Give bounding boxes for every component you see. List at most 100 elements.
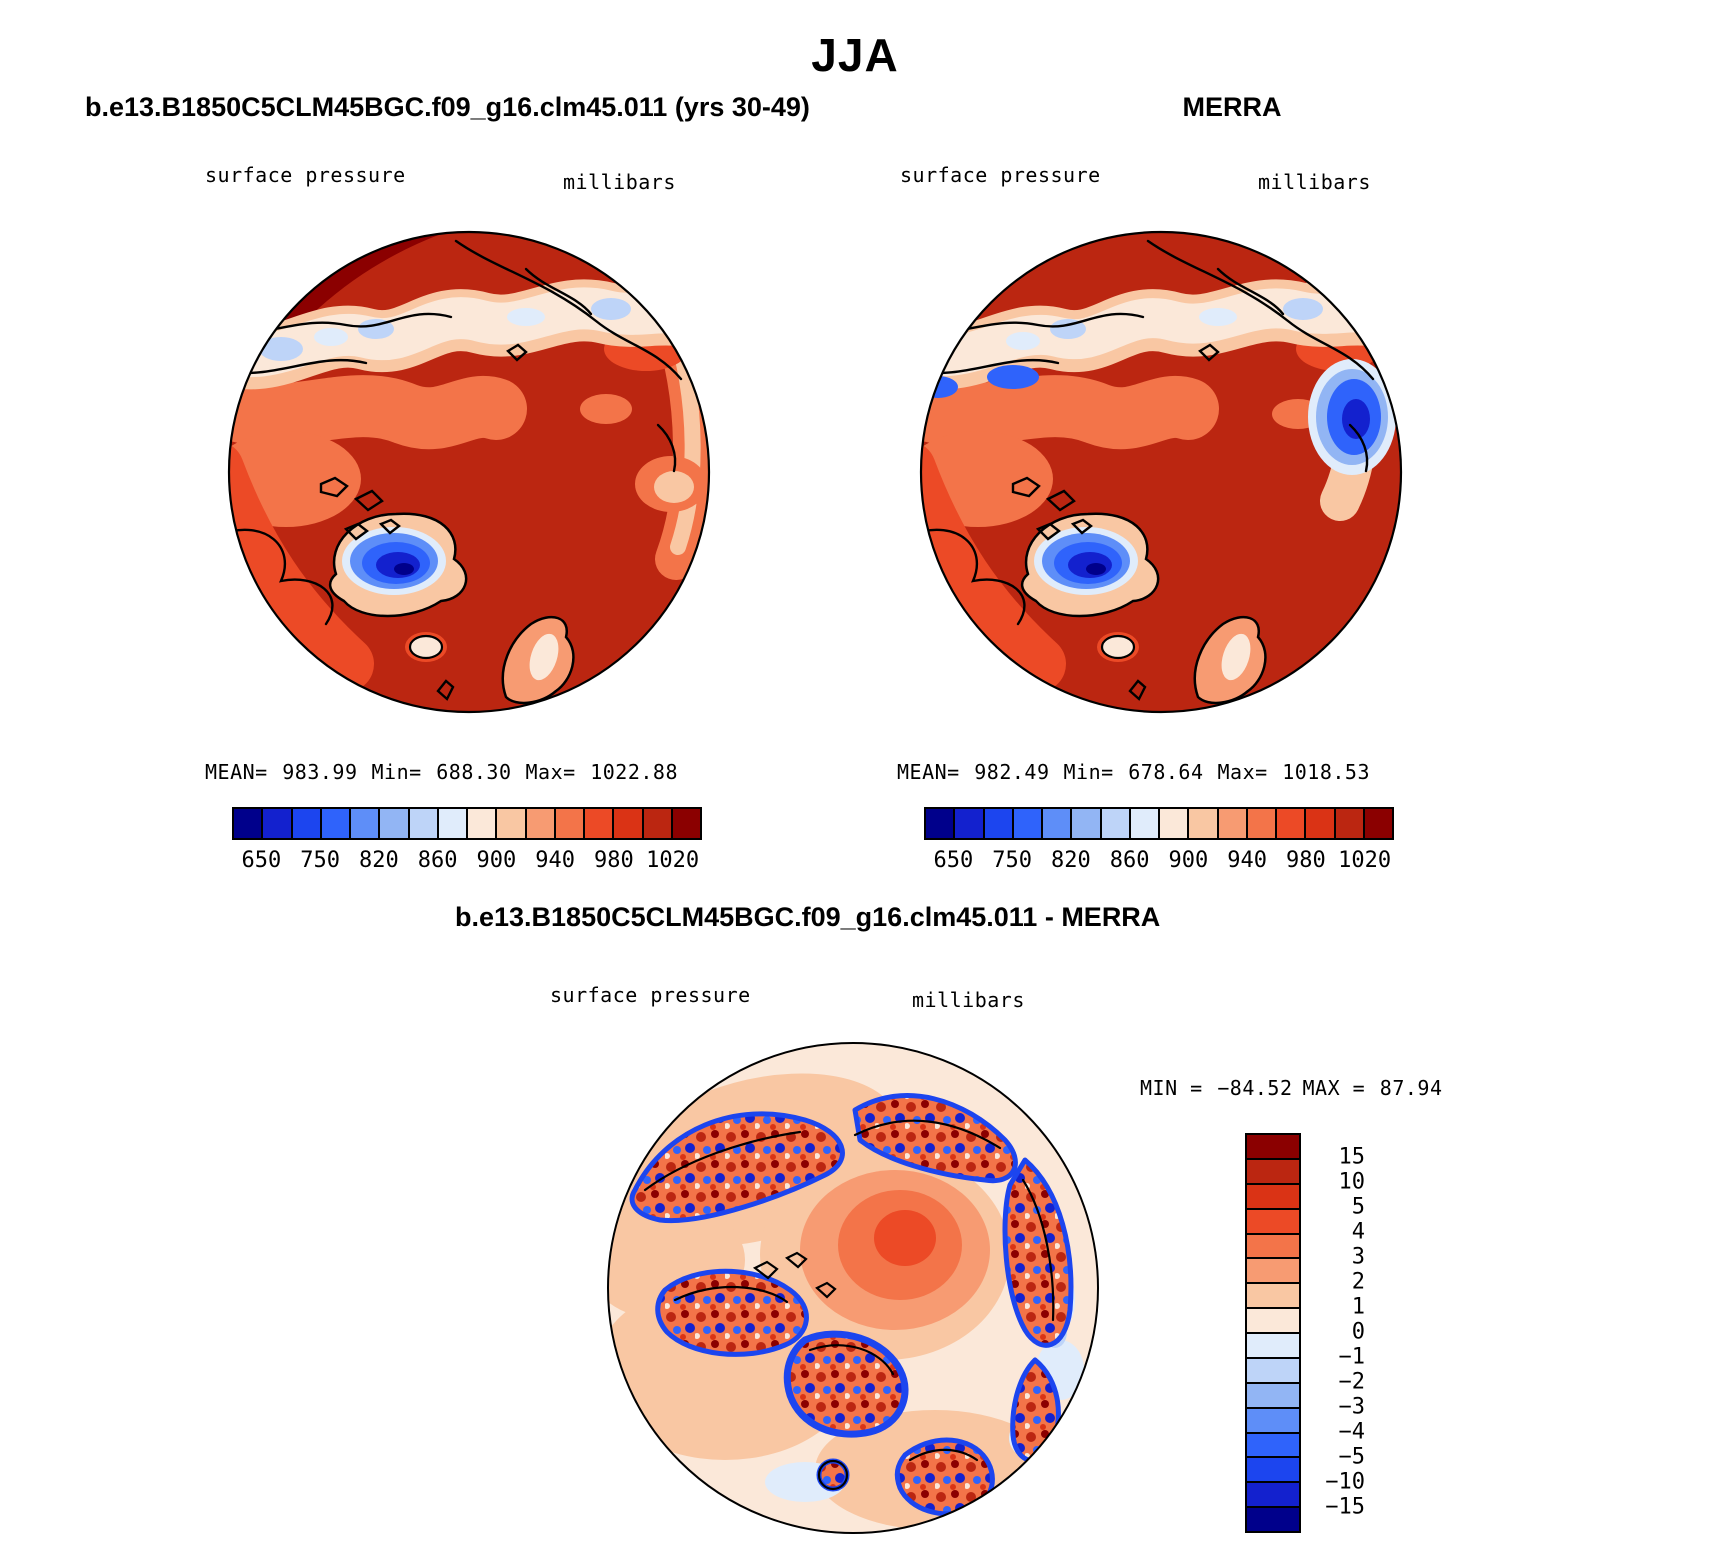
colorbar-cell [319, 809, 349, 838]
difference-map-outline [607, 1042, 1099, 1534]
model-iceland-blob [405, 632, 447, 662]
colorbar-cell [261, 809, 291, 838]
colorbar-cell [1158, 809, 1188, 838]
model-panel-title: b.e13.B1850C5CLM45BGC.f09_g16.clm45.011 … [85, 92, 810, 122]
colorbar-tick-label: −10 [1325, 1469, 1365, 1495]
colorbar-tick-label: 650 [241, 848, 282, 873]
diff-coastlines [643, 1119, 1055, 1491]
colorbar-tick-label: 4 [1351, 1219, 1365, 1245]
colorbar-cell [1275, 809, 1305, 838]
model-mean-value: 983.99 [282, 760, 358, 784]
diff-min-value: −84.52 [1217, 1076, 1293, 1100]
merra-max-label: Max= [1217, 760, 1268, 784]
colorbar-tick-label: −4 [1338, 1419, 1366, 1445]
model-units-label: millibars [563, 170, 676, 194]
colorbar-cell [1247, 1182, 1299, 1208]
colorbar-cell [290, 809, 320, 838]
colorbar-cell [670, 809, 700, 838]
colorbar-tick-label: 820 [359, 848, 399, 873]
model-min-label: Min= [371, 760, 422, 784]
colorbar-cell [524, 809, 554, 838]
colorbar-tick-label: 1020 [1338, 848, 1392, 873]
colorbar-tick-label: 650 [933, 848, 974, 873]
merra-field-label: surface pressure [900, 163, 1101, 187]
model-scandinavia-blob [501, 615, 575, 705]
colorbar-tick-label: 940 [535, 848, 575, 873]
diff-stats-row: MIN = −84.52 MAX = 87.94 [1140, 1076, 1443, 1100]
colorbar-cell [1304, 809, 1334, 838]
colorbar-cell [1247, 1207, 1299, 1233]
colorbar-cell [466, 809, 496, 838]
colorbar-cell [1216, 809, 1246, 838]
colorbar-tick-label: −5 [1338, 1444, 1366, 1470]
colorbar-cell [1247, 1506, 1299, 1531]
merra-pressure-colorbar: 650 750 820 860 900 940 980 1020 [924, 807, 1394, 887]
model-stats-row: MEAN= 983.99 Min= 688.30 Max= 1022.88 [205, 760, 678, 784]
colorbar-cell [926, 809, 954, 838]
merra-panel-title: MERRA [1182, 92, 1282, 122]
colorbar-cell [1247, 1356, 1299, 1382]
season-title: JJA [811, 29, 899, 81]
colorbar-cell [495, 809, 525, 838]
merra-stats-row: MEAN= 982.49 Min= 678.64 Max= 1018.53 [897, 760, 1370, 784]
colorbar-tick-label: 1020 [646, 848, 700, 873]
colorbar-tick-label: −3 [1338, 1394, 1366, 1420]
colorbar-cell [1245, 809, 1275, 838]
colorbar-cell [407, 809, 437, 838]
colorbar-cell [1247, 1135, 1299, 1158]
model-max-value: 1022.88 [590, 760, 678, 784]
model-mean-label: MEAN= [205, 760, 268, 784]
colorbar-cell [583, 809, 613, 838]
colorbar-tick-label: −2 [1338, 1369, 1366, 1395]
colorbar-tick-label: 820 [1051, 848, 1091, 873]
merra-min-value: 678.64 [1128, 760, 1204, 784]
colorbar-cell [1247, 1406, 1299, 1432]
colorbar-cell [1128, 809, 1158, 838]
colorbar-track [232, 807, 702, 840]
merra-scandinavia-blob [1193, 615, 1267, 705]
difference-map [607, 1042, 1099, 1534]
model-low-pressure-light-band [229, 279, 709, 390]
diff-max-value: 87.94 [1379, 1076, 1443, 1100]
colorbar-cell [1247, 1456, 1299, 1482]
merra-iceland-blob [1097, 632, 1139, 662]
model-map [227, 230, 711, 714]
colorbar-cell [234, 809, 262, 838]
colorbar-tick-label: 980 [1286, 848, 1326, 873]
colorbar-cell [378, 809, 408, 838]
diff-panel-title: b.e13.B1850C5CLM45BGC.f09_g16.clm45.011 … [455, 902, 1161, 932]
colorbar-tick-label: 750 [300, 848, 340, 873]
colorbar-tick-label: 1 [1351, 1294, 1365, 1320]
colorbar-tick-label: 860 [417, 848, 458, 873]
model-pressure-colorbar: 650 750 820 860 900 940 980 1020 [232, 807, 702, 887]
colorbar-cell [1247, 1481, 1299, 1507]
colorbar-cell [1247, 1307, 1299, 1332]
merra-mean-value: 982.49 [974, 760, 1050, 784]
colorbar-tick-label: 3 [1351, 1244, 1365, 1270]
colorbar-cell [641, 809, 671, 838]
merra-mean-label: MEAN= [897, 760, 960, 784]
colorbar-cell [1247, 1431, 1299, 1457]
diff-field-label: surface pressure [550, 983, 751, 1007]
model-greenland-low-pressure-blob [329, 512, 468, 618]
colorbar-tick-label: −1 [1338, 1344, 1366, 1370]
colorbar-cell [612, 809, 642, 838]
model-midlatitude-orange-band [229, 308, 709, 692]
merra-low-pressure-light-band [921, 279, 1401, 398]
colorbar-cell [1247, 1157, 1299, 1183]
merra-right-edge-low-blob [1308, 359, 1396, 475]
merra-map-outline [919, 230, 1403, 714]
colorbar-cell [1247, 1282, 1299, 1308]
colorbar-tick-label: 2 [1351, 1269, 1365, 1295]
merra-min-label: Min= [1063, 760, 1114, 784]
colorbar-cell [1099, 809, 1129, 838]
colorbar-track [1245, 1133, 1301, 1533]
colorbar-cell [1187, 809, 1217, 838]
merra-greenland-low-pressure-blob [1021, 512, 1160, 618]
diff-min-label: MIN = [1140, 1076, 1203, 1100]
merra-units-label: millibars [1258, 170, 1371, 194]
colorbar-cell [1362, 809, 1392, 838]
colorbar-tick-label: 15 [1338, 1144, 1366, 1170]
colorbar-cell [1041, 809, 1071, 838]
